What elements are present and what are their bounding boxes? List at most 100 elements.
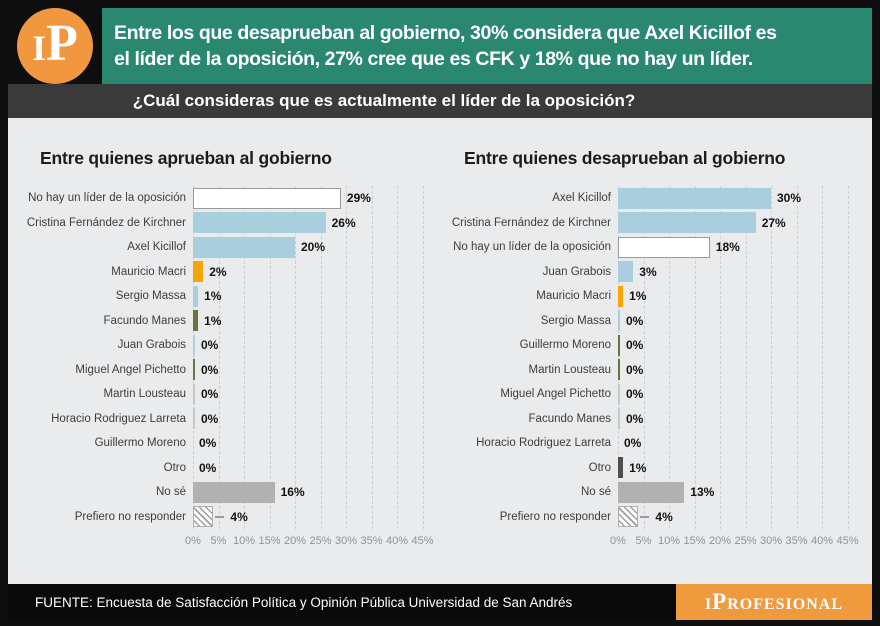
- bar-value: 0%: [626, 362, 644, 377]
- question-bar: ¿Cuál consideras que es actualmente el l…: [8, 84, 872, 118]
- gridline: [745, 186, 747, 529]
- chart-approve: Entre quienes aprueban al gobierno No ha…: [8, 118, 440, 584]
- category-label: Otro: [163, 461, 186, 474]
- bar-plot: 0%: [193, 359, 440, 381]
- category-label: Cristina Fernández de Kirchner: [451, 216, 611, 229]
- table-row: Miguel Angel Pichetto 0%: [8, 358, 440, 383]
- table-row: Martin Lousteau 0%: [440, 358, 872, 383]
- bar: [193, 359, 195, 381]
- table-row: No sé 13%: [440, 480, 872, 505]
- bar: [193, 187, 341, 209]
- bar-value: 0%: [626, 338, 644, 353]
- table-row: Cristina Fernández de Kirchner 27%: [440, 211, 872, 236]
- chart-disapprove: Entre quienes desaprueban al gobierno Ax…: [440, 118, 872, 584]
- logo-text: iP: [32, 15, 78, 72]
- bar: [618, 187, 771, 209]
- axis-tick-label: 0%: [185, 535, 201, 547]
- bar-plot: 2%: [193, 261, 440, 283]
- category-label: Facundo Manes: [528, 412, 611, 425]
- table-row: Facundo Manes 0%: [440, 407, 872, 432]
- axis-tick-label: 40%: [385, 535, 409, 547]
- bar: [618, 457, 624, 479]
- brand-block: iProfesional: [676, 584, 872, 620]
- bar-value: 2%: [209, 264, 227, 279]
- chart-grid: [618, 186, 872, 529]
- category-label: Guillermo Moreno: [519, 339, 611, 352]
- bar-plot: 0%: [193, 334, 440, 356]
- bar-value: 0%: [201, 362, 219, 377]
- category-label: Mauricio Macri: [111, 265, 186, 278]
- gridline: [397, 186, 398, 529]
- bar-plot: 0%: [193, 408, 440, 430]
- gridline: [346, 186, 347, 529]
- bar-plot: 0%: [618, 334, 872, 356]
- bar-value: 0%: [199, 436, 217, 451]
- gridline: [244, 186, 245, 529]
- bar: [618, 334, 620, 356]
- bar-value: 16%: [280, 485, 305, 500]
- bar-value: 18%: [715, 240, 740, 255]
- axis-tick-label: 5%: [210, 535, 227, 547]
- bar-plot: 3%: [618, 261, 872, 283]
- axis-tick-label: 25%: [309, 535, 332, 547]
- gridline: [669, 186, 670, 529]
- table-row: No hay un líder de la oposición 18%: [440, 235, 872, 260]
- gridline: [218, 186, 220, 529]
- axis-tick-label: 25%: [734, 535, 757, 547]
- gridline: [822, 186, 823, 529]
- table-row: Juan Grabois 0%: [8, 333, 440, 358]
- bar: [618, 310, 620, 332]
- bar: [618, 506, 639, 528]
- bar-value: 0%: [626, 387, 644, 402]
- table-row: Cristina Fernández de Kirchner 26%: [8, 211, 440, 236]
- bar: [193, 212, 326, 234]
- table-row: No hay un líder de la oposición 29%: [8, 186, 440, 211]
- table-row: Juan Grabois 3%: [440, 260, 872, 285]
- bar-value: 13%: [690, 485, 715, 500]
- bar-plot: 27%: [618, 212, 872, 234]
- bar: [618, 261, 634, 283]
- gridline: [694, 186, 696, 529]
- table-row: Axel Kicillof 30%: [440, 186, 872, 211]
- category-label: Juan Grabois: [542, 265, 611, 278]
- chart-title: Entre quienes aprueban al gobierno: [40, 148, 332, 168]
- axis-tick-label: 40%: [810, 535, 834, 547]
- bar-plot: 0%: [618, 359, 872, 381]
- bar-plot: 16%: [193, 481, 440, 503]
- bar: [618, 481, 685, 503]
- brand-logo-text: iProfesional: [704, 589, 844, 614]
- table-row: Prefiero no responder 4%: [440, 505, 872, 530]
- axis-tick-label: 20%: [283, 535, 307, 547]
- table-row: Miguel Angel Pichetto 0%: [440, 382, 872, 407]
- category-label: No hay un líder de la oposición: [453, 241, 611, 254]
- x-axis: 0% 5% 10% 15% 20% 25% 30% 35% 40% 45%: [610, 535, 872, 551]
- bar-plot: 0%: [193, 457, 440, 478]
- category-label: Prefiero no responder: [74, 510, 186, 523]
- charts-area: Entre quienes aprueban al gobierno No ha…: [8, 118, 872, 584]
- axis-tick-label: 15%: [683, 535, 706, 547]
- axis-tick-label: 10%: [232, 535, 256, 547]
- category-label: Miguel Angel Pichetto: [75, 363, 186, 376]
- bar-value: 27%: [761, 215, 786, 230]
- gridline: [771, 186, 772, 529]
- category-label: Axel Kicillof: [552, 192, 611, 205]
- table-row: Horacio Rodriguez Larreta 0%: [8, 407, 440, 432]
- bar-value: 0%: [626, 313, 644, 328]
- bar-value: 20%: [301, 240, 326, 255]
- bar-plot: 1%: [193, 285, 440, 307]
- gridline: [422, 186, 424, 529]
- bar-value: 0%: [624, 436, 642, 451]
- bar: [193, 383, 195, 405]
- bar-plot: 0%: [618, 383, 872, 405]
- bar-value: 1%: [629, 289, 647, 304]
- category-label: Guillermo Moreno: [94, 437, 186, 450]
- axis-tick-label: 0%: [610, 535, 626, 547]
- axis-tick-label: 10%: [657, 535, 681, 547]
- axis-tick-label: 45%: [411, 535, 434, 547]
- headline-line-1: Entre los que desaprueban al gobierno, 3…: [114, 21, 777, 44]
- category-label: Juan Grabois: [117, 339, 186, 352]
- bar: [193, 310, 199, 332]
- question-text: ¿Cuál consideras que es actualmente el l…: [132, 91, 636, 110]
- category-label: Sergio Massa: [115, 290, 186, 303]
